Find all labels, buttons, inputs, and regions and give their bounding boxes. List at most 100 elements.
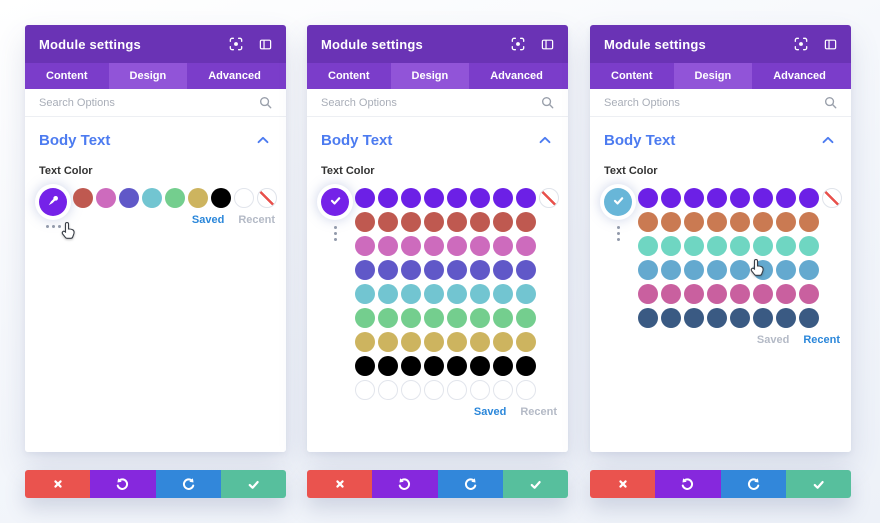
color-swatch[interactable] — [516, 380, 536, 400]
color-swatch[interactable] — [424, 212, 444, 232]
color-swatch[interactable] — [661, 188, 681, 208]
color-swatch[interactable] — [470, 284, 490, 304]
color-swatch[interactable] — [516, 188, 536, 208]
discard-button[interactable] — [307, 470, 373, 498]
color-swatch[interactable] — [776, 308, 796, 328]
no-color-swatch[interactable] — [257, 188, 277, 208]
color-swatch[interactable] — [493, 332, 513, 352]
color-swatch[interactable] — [401, 284, 421, 304]
tab-design[interactable]: Design — [390, 63, 470, 89]
color-swatch[interactable] — [355, 284, 375, 304]
color-swatch[interactable] — [730, 236, 750, 256]
section-header[interactable]: Body Text — [39, 131, 275, 149]
color-swatch[interactable] — [661, 260, 681, 280]
tab-design[interactable]: Design — [108, 63, 188, 89]
color-swatch[interactable] — [378, 260, 398, 280]
color-swatch[interactable] — [447, 284, 467, 304]
color-swatch[interactable] — [516, 236, 536, 256]
search-icon[interactable] — [824, 96, 837, 109]
color-swatch[interactable] — [684, 284, 704, 304]
color-swatch[interactable] — [776, 260, 796, 280]
color-swatch[interactable] — [470, 380, 490, 400]
color-swatch[interactable] — [119, 188, 139, 208]
color-swatch[interactable] — [516, 308, 536, 328]
color-swatch[interactable] — [355, 380, 375, 400]
color-swatch[interactable] — [447, 260, 467, 280]
color-swatch[interactable] — [661, 212, 681, 232]
color-swatch[interactable] — [355, 260, 375, 280]
color-swatch[interactable] — [707, 212, 727, 232]
color-swatch[interactable] — [638, 236, 658, 256]
color-swatch[interactable] — [447, 236, 467, 256]
color-swatch[interactable] — [707, 308, 727, 328]
color-swatch[interactable] — [730, 284, 750, 304]
color-swatch[interactable] — [493, 284, 513, 304]
color-swatch[interactable] — [424, 260, 444, 280]
preview-icon[interactable] — [511, 37, 525, 51]
color-swatch[interactable] — [401, 188, 421, 208]
color-swatch[interactable] — [493, 380, 513, 400]
color-swatch[interactable] — [447, 188, 467, 208]
tab-content[interactable]: Content — [46, 70, 88, 82]
color-swatch[interactable] — [493, 308, 513, 328]
color-swatch[interactable] — [730, 308, 750, 328]
color-swatch[interactable] — [355, 308, 375, 328]
color-swatch[interactable] — [234, 188, 254, 208]
color-swatch[interactable] — [684, 236, 704, 256]
accept-button[interactable] — [502, 470, 568, 498]
color-swatch[interactable] — [401, 212, 421, 232]
tab-content[interactable]: Content — [611, 70, 653, 82]
color-swatch[interactable] — [638, 308, 658, 328]
preview-icon[interactable] — [794, 37, 808, 51]
color-swatch[interactable] — [776, 236, 796, 256]
search-input[interactable] — [321, 96, 541, 109]
color-swatch[interactable] — [661, 308, 681, 328]
recent-link[interactable]: Recent — [238, 214, 275, 226]
undo-button[interactable] — [90, 470, 156, 498]
color-swatch[interactable] — [638, 212, 658, 232]
color-swatch[interactable] — [470, 212, 490, 232]
saved-link[interactable]: Saved — [756, 334, 790, 346]
color-swatch[interactable] — [753, 308, 773, 328]
color-swatch[interactable] — [355, 212, 375, 232]
color-swatch[interactable] — [470, 260, 490, 280]
color-swatch[interactable] — [470, 236, 490, 256]
color-swatch[interactable] — [799, 212, 819, 232]
tab-content[interactable]: Content — [328, 70, 370, 82]
section-header[interactable]: Body Text — [604, 131, 840, 149]
color-swatch[interactable] — [753, 260, 773, 280]
tab-advanced[interactable]: Advanced — [490, 70, 543, 82]
expand-palette-dots[interactable] — [45, 225, 61, 228]
discard-button[interactable] — [590, 470, 656, 498]
color-swatch[interactable] — [707, 236, 727, 256]
search-icon[interactable] — [259, 96, 272, 109]
color-swatch[interactable] — [730, 188, 750, 208]
color-swatch[interactable] — [799, 260, 819, 280]
color-swatch[interactable] — [776, 188, 796, 208]
chevron-up-icon[interactable] — [822, 131, 834, 149]
color-swatch[interactable] — [401, 356, 421, 376]
color-swatch[interactable] — [799, 284, 819, 304]
color-swatch[interactable] — [470, 308, 490, 328]
color-swatch[interactable] — [776, 212, 796, 232]
color-swatch[interactable] — [96, 188, 116, 208]
redo-button[interactable] — [155, 470, 221, 498]
accept-button[interactable] — [220, 470, 286, 498]
color-swatch[interactable] — [378, 236, 398, 256]
tab-advanced[interactable]: Advanced — [208, 70, 261, 82]
search-input[interactable] — [604, 96, 824, 109]
color-swatch[interactable] — [447, 308, 467, 328]
color-swatch[interactable] — [661, 284, 681, 304]
color-swatch[interactable] — [661, 236, 681, 256]
discard-button[interactable] — [25, 470, 91, 498]
collapse-palette-dots[interactable] — [616, 226, 620, 241]
color-swatch[interactable] — [493, 188, 513, 208]
color-swatch[interactable] — [447, 332, 467, 352]
color-swatch[interactable] — [707, 284, 727, 304]
color-swatch[interactable] — [188, 188, 208, 208]
search-input[interactable] — [39, 96, 259, 109]
color-swatch[interactable] — [424, 188, 444, 208]
color-swatch[interactable] — [378, 188, 398, 208]
color-swatch[interactable] — [401, 236, 421, 256]
color-swatch[interactable] — [493, 236, 513, 256]
